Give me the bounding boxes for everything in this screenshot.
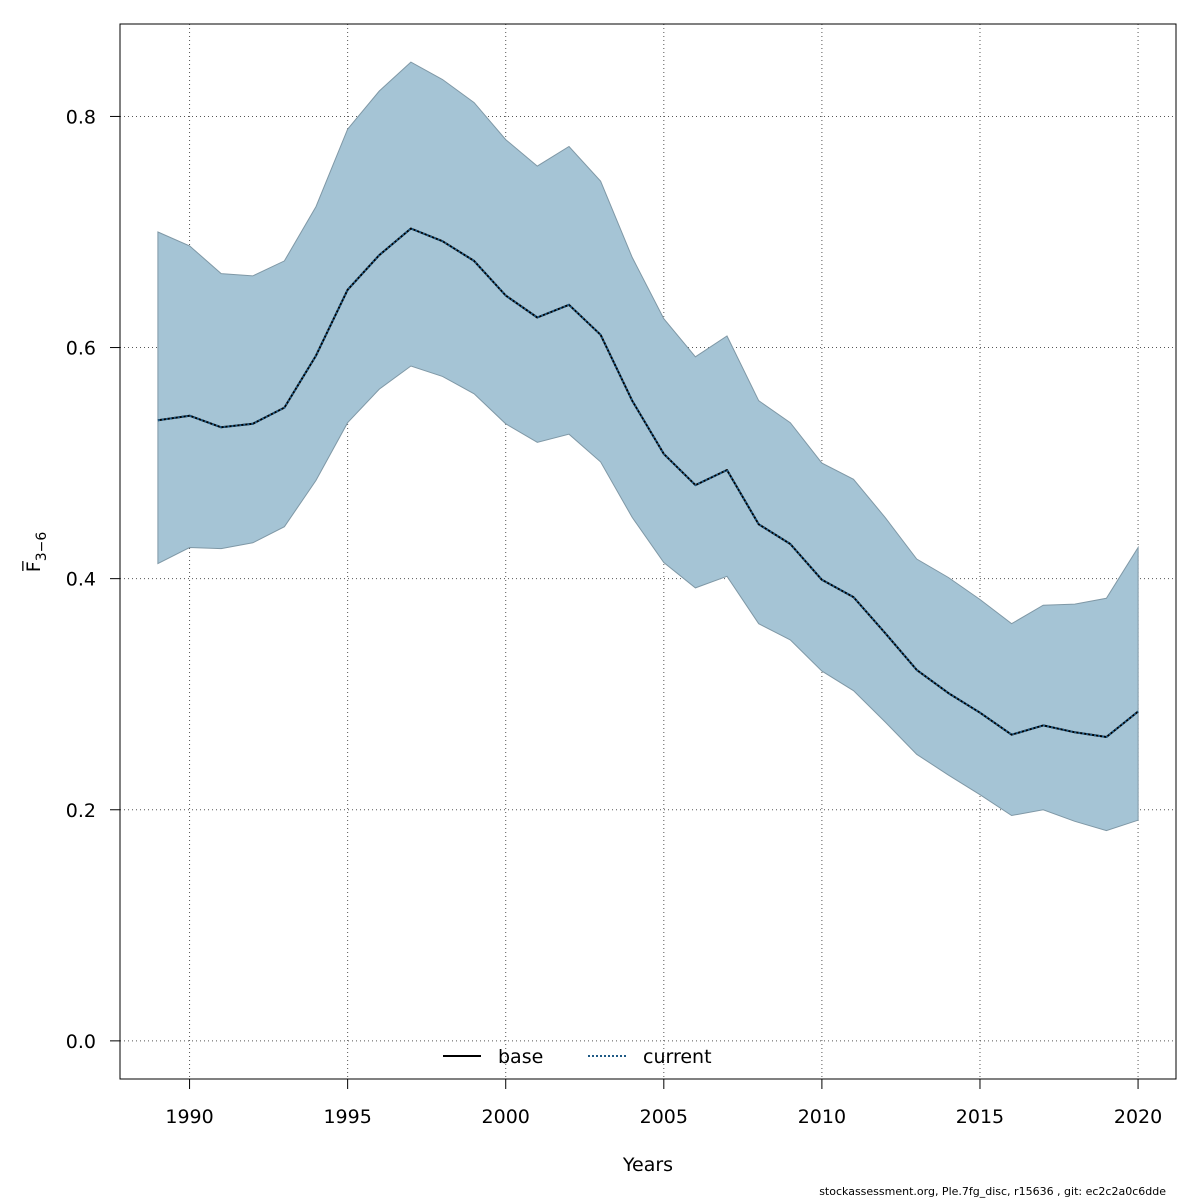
x-axis: 1990 1995 2000 2005 2010 2015 2020 [165, 1079, 1162, 1128]
series-line-current [157, 227, 1139, 739]
svg-text:F̅3−6: F̅3−6 [21, 532, 50, 573]
x-tick-label: 1995 [323, 1106, 371, 1128]
y-axis: 0.0 0.2 0.4 0.6 0.8 [66, 106, 120, 1053]
x-tick-label: 1990 [165, 1106, 213, 1128]
x-tick-label: 2020 [1114, 1106, 1162, 1128]
y-tick-label: 0.4 [66, 569, 96, 591]
x-tick-label: 2015 [956, 1106, 1004, 1128]
confidence-band [157, 61, 1139, 832]
series-lines [157, 227, 1139, 739]
y-tick-label: 0.8 [66, 106, 96, 128]
x-tick-label: 2005 [640, 1106, 688, 1128]
x-tick-label: 2000 [482, 1106, 530, 1128]
footer-credit: stockassessment.org, Ple.7fg_disc, r1563… [819, 1185, 1166, 1198]
plot-frame [119, 23, 1177, 1080]
y-axis-title: F̅3−6 [21, 532, 50, 573]
x-tick-label: 2010 [798, 1106, 846, 1128]
y-tick-label: 0.2 [66, 800, 96, 822]
x-axis-title: Years [622, 1154, 673, 1176]
y-tick-label: 0.0 [66, 1031, 96, 1053]
legend-label-current: current [643, 1046, 712, 1068]
legend-label-base: base [498, 1046, 543, 1068]
y-axis-title-subscript: 3−6 [34, 532, 50, 562]
y-tick-label: 0.6 [66, 338, 96, 360]
legend: base current [443, 1046, 712, 1068]
y-axis-title-main: F̅ [21, 560, 45, 572]
confidence-band-area [157, 61, 1139, 832]
